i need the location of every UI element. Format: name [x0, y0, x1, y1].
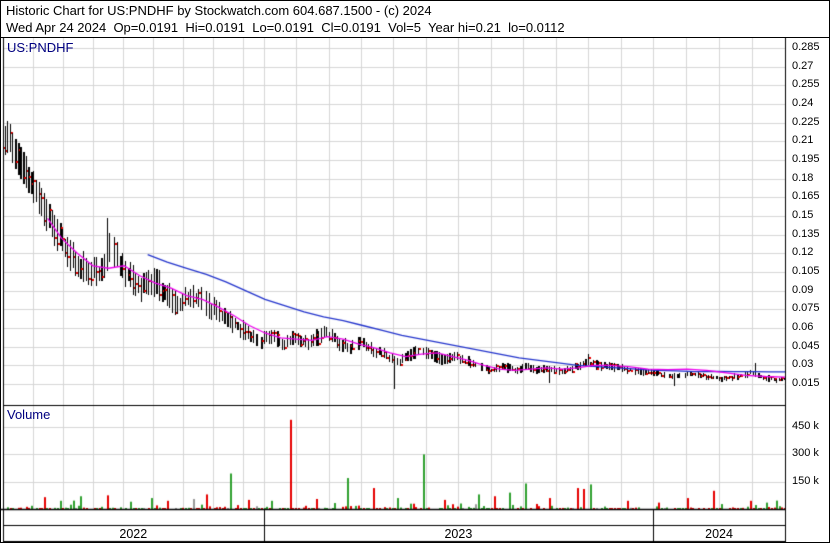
price-volume-chart-canvas	[1, 38, 829, 542]
symbol-label: US:PNDHF	[7, 40, 74, 55]
price-axis-label: 0.03	[792, 358, 814, 371]
price-axis-label: 0.27	[792, 59, 814, 72]
price-axis-label: 0.015	[792, 376, 820, 389]
price-axis-label: 0.195	[792, 152, 820, 165]
price-axis-label: 0.24	[792, 96, 814, 109]
volume-axis-label: 300 k	[792, 447, 819, 460]
year-axis-label: 2023	[444, 526, 473, 541]
chart-title: Historic Chart for US:PNDHF by Stockwatc…	[6, 3, 432, 18]
year-axis-label: 2024	[705, 526, 733, 541]
quote-summary-line: Wed Apr 24 2024 Op=0.0191 Hi=0.0191 Lo=0…	[6, 20, 565, 35]
price-axis-label: 0.045	[792, 339, 820, 352]
price-axis-label: 0.135	[792, 227, 820, 240]
price-axis-label: 0.285	[792, 41, 820, 53]
price-axis-label: 0.105	[792, 264, 820, 277]
volume-axis-label: 150 k	[792, 474, 819, 487]
price-axis-label: 0.15	[792, 208, 814, 221]
year-axis-label: 2022	[119, 526, 148, 541]
price-axis-label: 0.18	[792, 171, 814, 184]
volume-panel-label: Volume	[7, 407, 51, 422]
volume-axis-label: 450 k	[792, 420, 819, 433]
price-axis-label: 0.12	[792, 246, 814, 259]
price-axis-label: 0.09	[792, 283, 814, 296]
price-axis-label: 0.165	[792, 190, 820, 203]
price-axis-label: 0.075	[792, 302, 820, 315]
price-axis-label: 0.255	[792, 78, 820, 91]
chart-header: Historic Chart for US:PNDHF by Stockwatc…	[1, 1, 829, 38]
price-axis-label: 0.21	[792, 134, 814, 147]
price-axis-label: 0.06	[792, 320, 814, 333]
price-axis-label: 0.225	[792, 115, 820, 128]
